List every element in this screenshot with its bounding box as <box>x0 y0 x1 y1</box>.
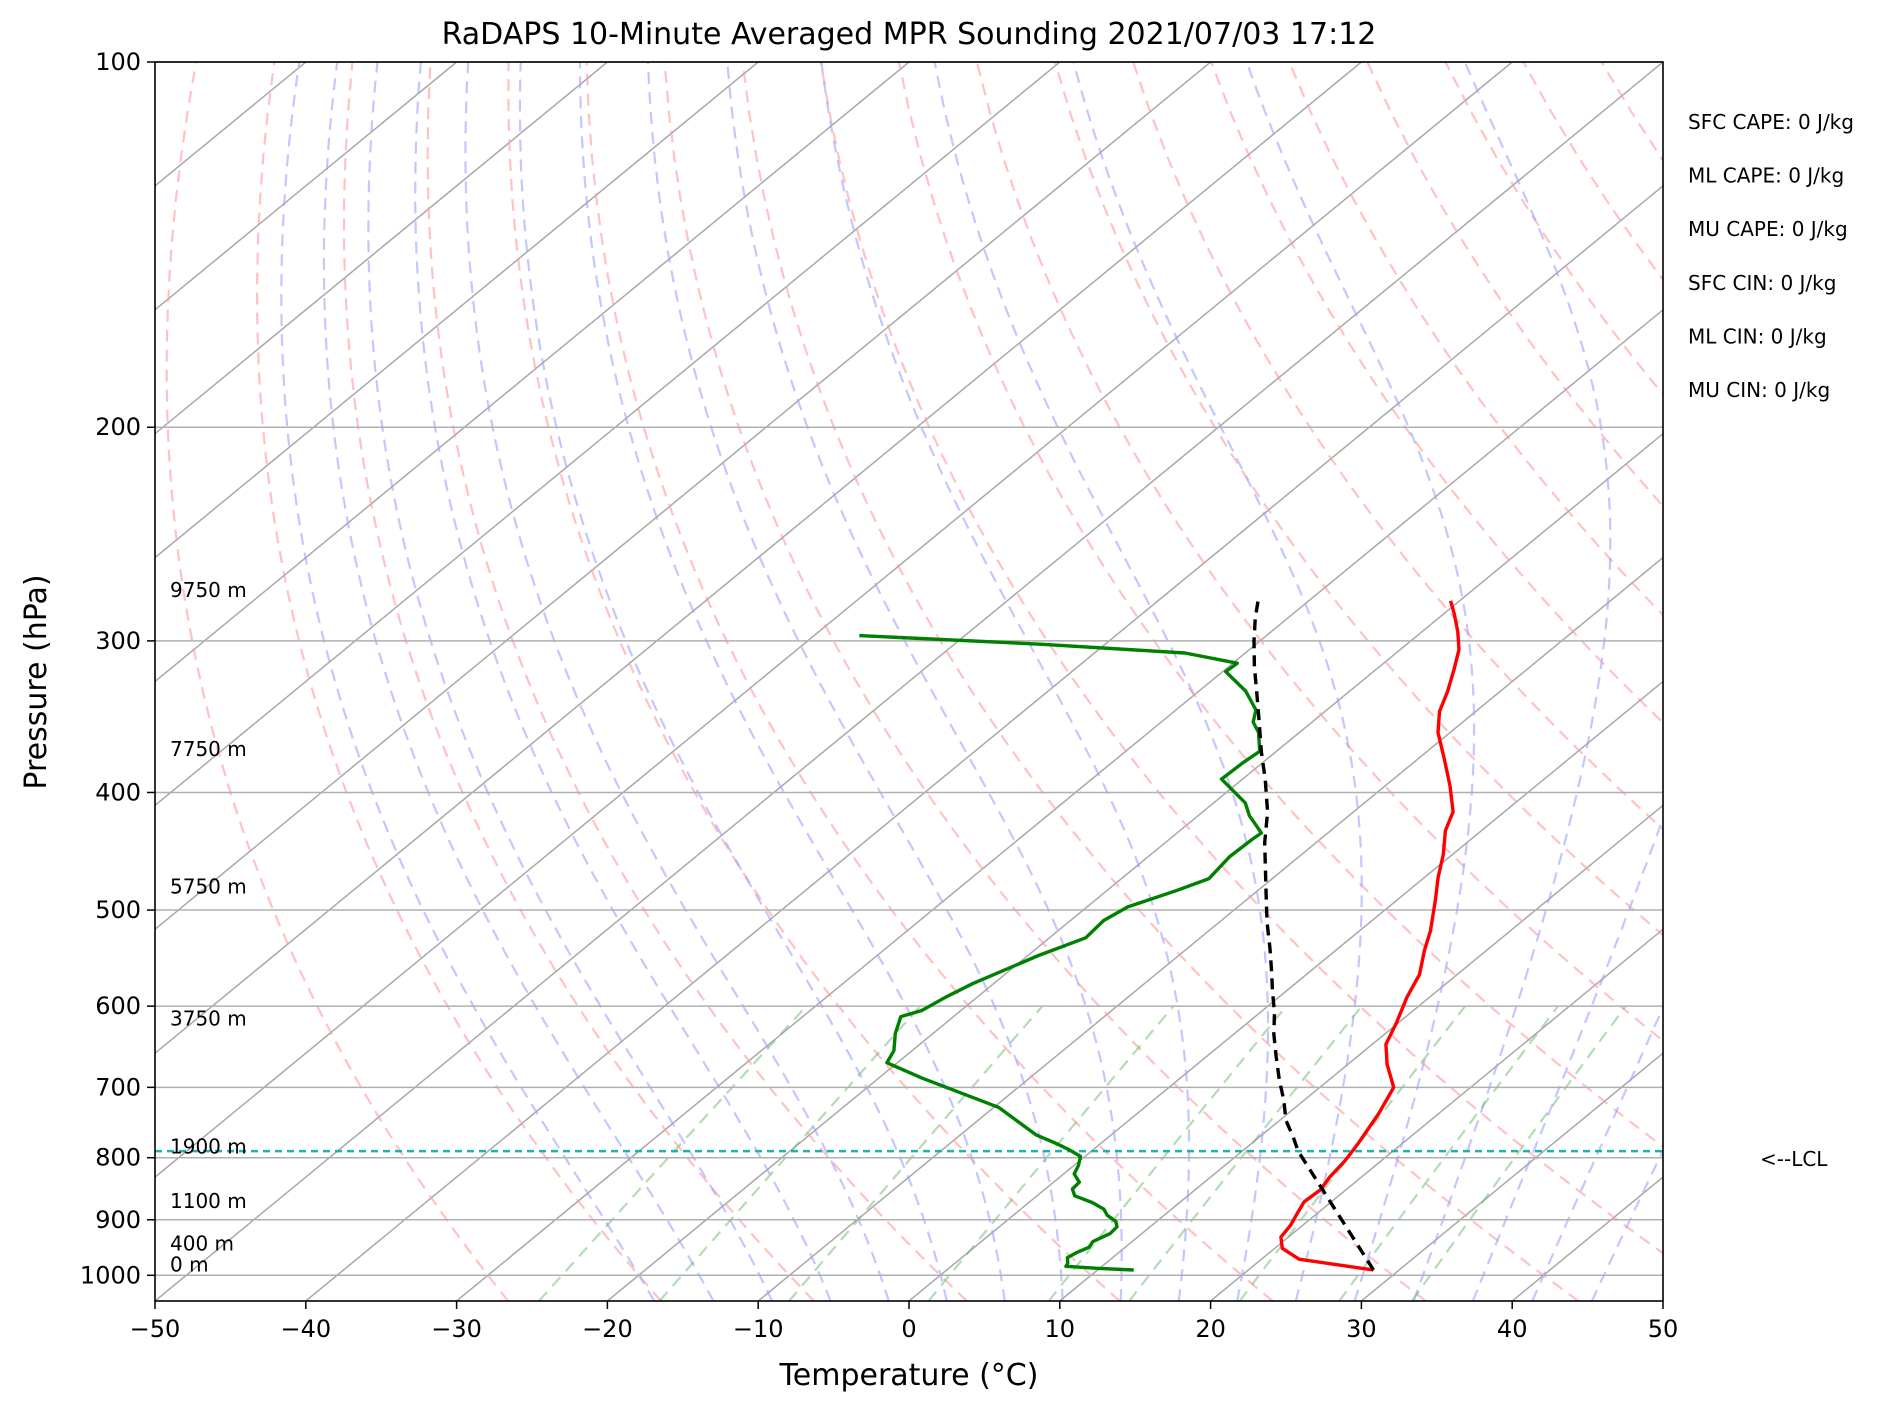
x-tick-label: −20 <box>582 1315 633 1343</box>
y-tick-label: 900 <box>95 1206 141 1234</box>
x-tick-label: −40 <box>280 1315 331 1343</box>
height-label: 5750 m <box>170 874 247 898</box>
index-text: MU CAPE: 0 J/kg <box>1688 217 1848 241</box>
x-tick-label: 10 <box>1045 1315 1076 1343</box>
height-label: 9750 m <box>170 578 247 602</box>
y-tick-label: 800 <box>95 1144 141 1172</box>
y-tick-label: 200 <box>95 413 141 441</box>
height-label: 7750 m <box>170 737 247 761</box>
index-text: ML CAPE: 0 J/kg <box>1688 164 1844 188</box>
height-label: 0 m <box>170 1252 209 1276</box>
x-tick-label: 0 <box>901 1315 916 1343</box>
x-tick-label: −10 <box>733 1315 784 1343</box>
y-tick-label: 100 <box>95 48 141 76</box>
index-text: SFC CIN: 0 J/kg <box>1688 271 1836 295</box>
y-tick-label: 500 <box>95 896 141 924</box>
height-label: 1100 m <box>170 1189 247 1213</box>
lcl-label: <--LCL <box>1760 1147 1828 1171</box>
y-axis-label: Pressure (hPa) <box>19 574 54 789</box>
x-axis-label: Temperature (°C) <box>779 1358 1039 1393</box>
x-tick-label: −50 <box>130 1315 181 1343</box>
x-tick-label: 40 <box>1497 1315 1528 1343</box>
x-tick-label: 20 <box>1195 1315 1226 1343</box>
y-tick-label: 600 <box>95 992 141 1020</box>
y-tick-label: 700 <box>95 1073 141 1101</box>
height-label: 3750 m <box>170 1006 247 1030</box>
index-text: MU CIN: 0 J/kg <box>1688 378 1830 402</box>
y-tick-label: 300 <box>95 627 141 655</box>
x-tick-label: 30 <box>1346 1315 1377 1343</box>
index-text: ML CIN: 0 J/kg <box>1688 324 1827 348</box>
y-tick-label: 1000 <box>80 1261 141 1289</box>
index-text: SFC CAPE: 0 J/kg <box>1688 110 1854 134</box>
x-tick-label: −30 <box>431 1315 482 1343</box>
chart-title: RaDAPS 10-Minute Averaged MPR Sounding 2… <box>442 17 1377 52</box>
height-label: 1900 m <box>170 1135 247 1159</box>
y-tick-label: 400 <box>95 778 141 806</box>
x-tick-label: 50 <box>1648 1315 1679 1343</box>
